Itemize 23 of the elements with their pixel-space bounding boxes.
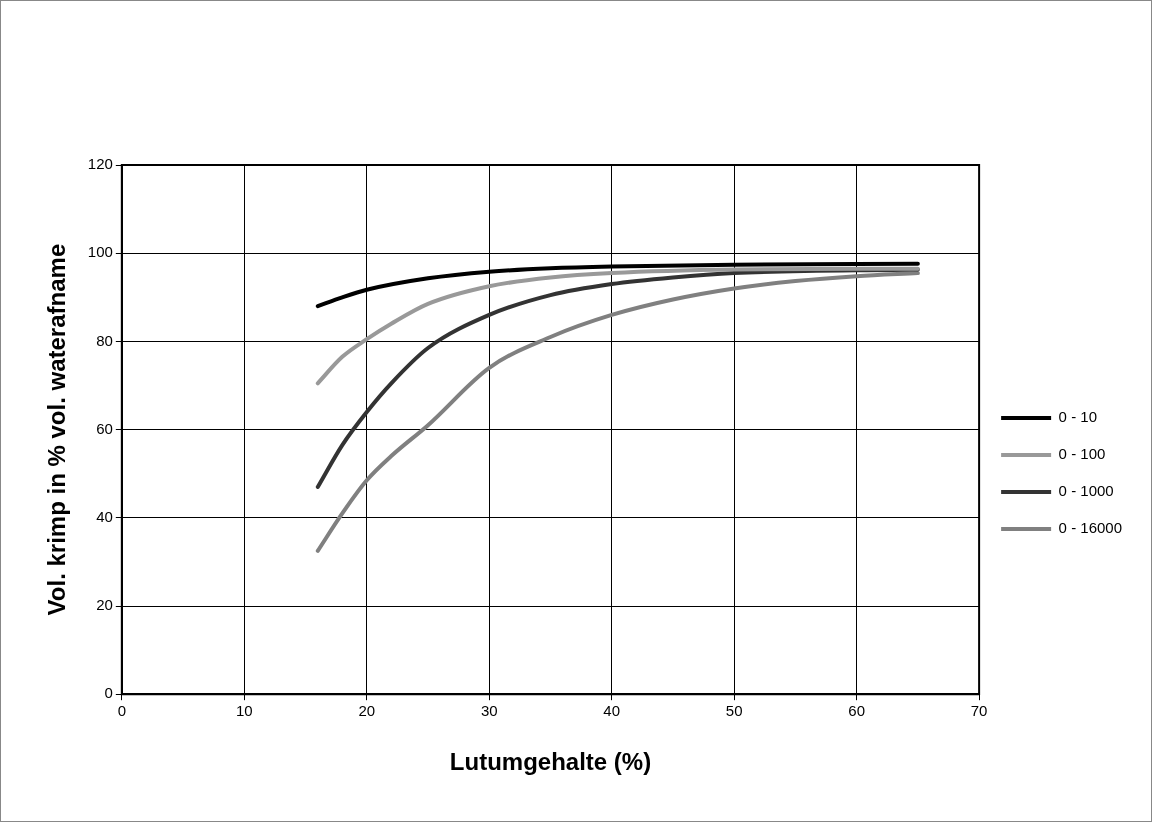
- y-tick-label: 20: [96, 596, 113, 614]
- y-tick-label: 100: [87, 243, 113, 261]
- x-tick-label: 30: [480, 702, 498, 720]
- legend-label: 0 - 16000: [1058, 519, 1123, 537]
- y-tick-label: 0: [104, 684, 113, 702]
- legend-label: 0 - 10: [1058, 408, 1097, 426]
- x-tick-label: 50: [725, 702, 743, 720]
- x-tick-label: 60: [848, 702, 865, 720]
- y-tick-label: 40: [96, 507, 113, 525]
- line-series: [315, 266, 920, 386]
- line-series: [315, 271, 920, 553]
- x-tick-label: 20: [358, 702, 376, 720]
- x-tick-label: 70: [970, 702, 988, 720]
- y-tick-label: 80: [96, 331, 113, 349]
- x-axis-title: Lutumgehalte (%): [449, 748, 652, 776]
- x-tick-label: 10: [235, 702, 253, 720]
- x-tick-label: 40: [603, 702, 621, 720]
- y-axis-title: Vol. krimp in % vol. waterafname: [43, 243, 71, 616]
- y-tick-label: 120: [87, 155, 113, 173]
- legend-label: 0 - 1000: [1058, 482, 1114, 500]
- x-tick-label: 0: [117, 702, 126, 720]
- y-tick-label: 60: [96, 419, 113, 437]
- legend-label: 0 - 100: [1058, 445, 1106, 463]
